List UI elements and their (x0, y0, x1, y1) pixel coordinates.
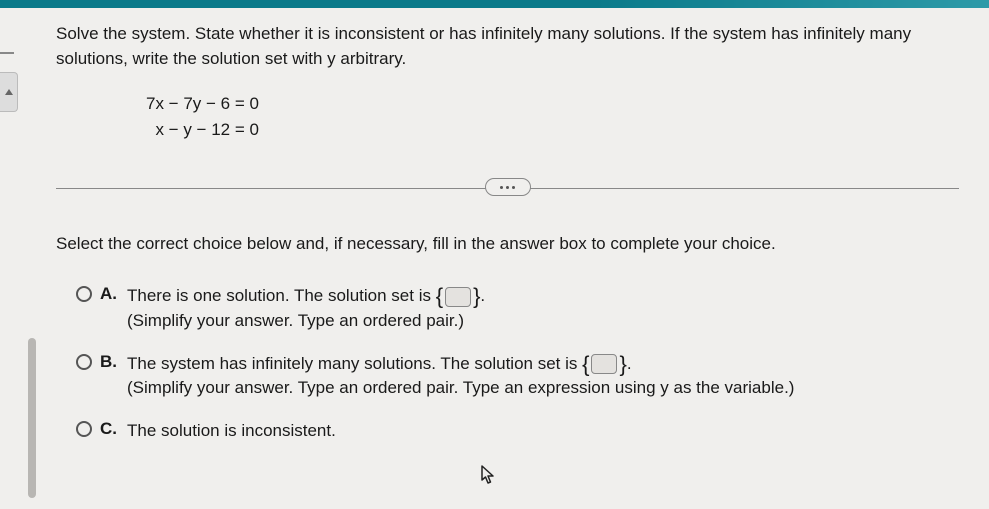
choice-letter: A. (100, 284, 117, 304)
mouse-cursor-icon (480, 464, 498, 486)
choice-body: There is one solution. The solution set … (127, 284, 485, 333)
question-page: Solve the system. State whether it is in… (0, 8, 989, 509)
choice-letter: C. (100, 419, 117, 439)
ellipsis-dot-icon (500, 186, 503, 189)
equation-line-1: 7x − 7y − 6 = 0 (146, 91, 959, 117)
radio-choice-a[interactable] (76, 286, 92, 302)
answer-input-b[interactable] (591, 354, 617, 374)
radio-choice-b[interactable] (76, 354, 92, 370)
system-of-equations: 7x − 7y − 6 = 0 x − y − 12 = 0 (146, 91, 959, 142)
left-margin-mark (0, 52, 14, 54)
ellipsis-dot-icon (512, 186, 515, 189)
choice-b: B. The system has infinitely many soluti… (76, 352, 959, 401)
ellipsis-dot-icon (506, 186, 509, 189)
window-top-accent (0, 0, 989, 8)
radio-choice-c[interactable] (76, 421, 92, 437)
choice-c: C. The solution is inconsistent. (76, 419, 959, 444)
equation-line-2: x − y − 12 = 0 (146, 117, 959, 143)
choice-text-after: . (480, 286, 485, 305)
choice-hint: (Simplify your answer. Type an ordered p… (127, 376, 794, 401)
triangle-up-icon (4, 87, 14, 97)
expand-hint-button[interactable] (485, 178, 531, 196)
vertical-scrollbar-thumb[interactable] (28, 338, 36, 498)
choice-text-before: The solution is inconsistent. (127, 421, 336, 440)
answer-input-a[interactable] (445, 287, 471, 307)
left-brace-icon: { (436, 284, 443, 309)
section-divider (56, 178, 959, 198)
choice-text-before: There is one solution. The solution set … (127, 286, 436, 305)
choice-body: The system has infinitely many solutions… (127, 352, 794, 401)
question-prompt: Solve the system. State whether it is in… (56, 22, 959, 71)
answer-instruction: Select the correct choice below and, if … (56, 234, 959, 254)
choice-text-before: The system has infinitely many solutions… (127, 354, 582, 373)
collapse-left-panel-button[interactable] (0, 72, 18, 112)
right-brace-icon: } (619, 351, 626, 376)
choice-body: The solution is inconsistent. (127, 419, 336, 444)
choice-letter: B. (100, 352, 117, 372)
answer-choices: A. There is one solution. The solution s… (76, 284, 959, 443)
choice-text-after: . (627, 354, 632, 373)
choice-a: A. There is one solution. The solution s… (76, 284, 959, 333)
choice-hint: (Simplify your answer. Type an ordered p… (127, 309, 485, 334)
left-brace-icon: { (582, 351, 589, 376)
